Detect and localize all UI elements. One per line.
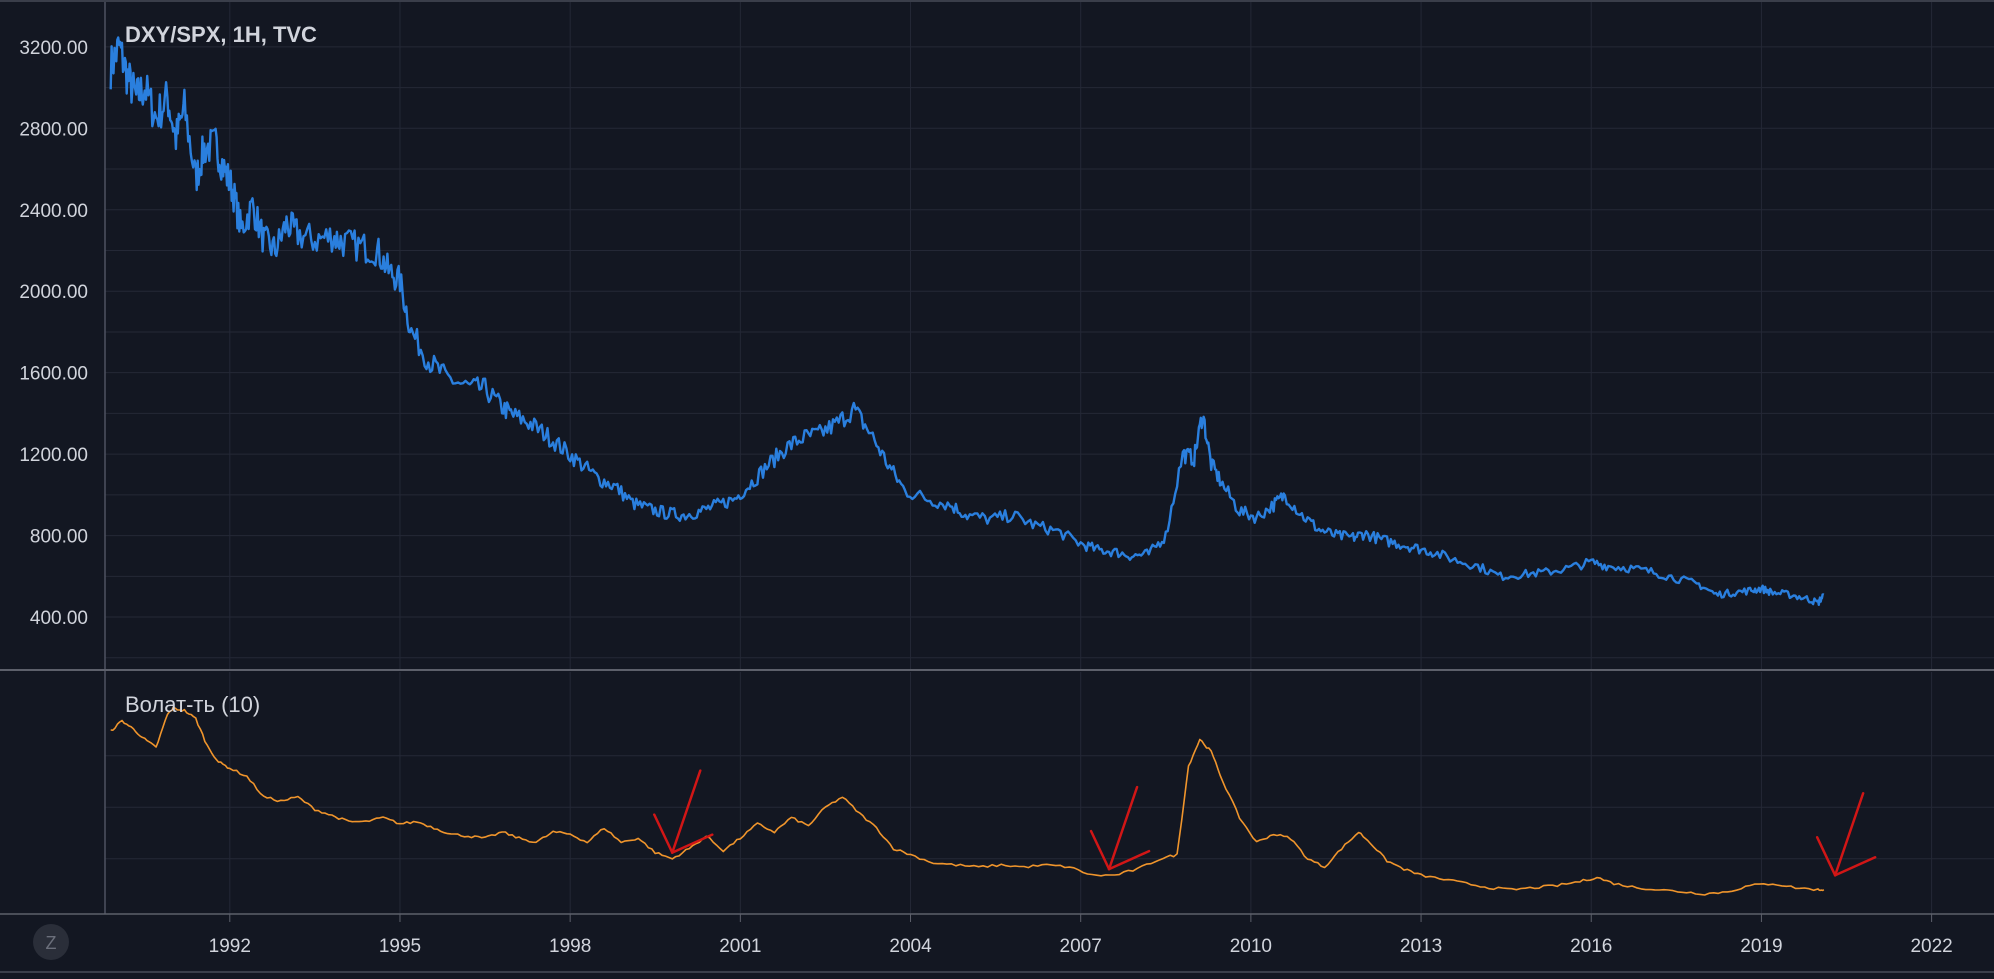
red-arrow-annotation-1[interactable] — [1089, 785, 1151, 871]
time-axis[interactable]: 1992 1995 1998 2001 2004 2007 2010 2013 2016 2019… — [209, 914, 1953, 957]
y-tick-label-5: 1200.00 — [19, 445, 88, 466]
arrow-shaft-2 — [1833, 792, 1865, 877]
y-tick-label-1: 2800.00 — [19, 119, 88, 140]
x-tick-label-5: 2007 — [1060, 936, 1102, 957]
y-tick-label-4: 1600.00 — [19, 364, 88, 385]
x-tick-label-4: 2004 — [889, 936, 932, 957]
arrow-head-left-2 — [1815, 836, 1837, 877]
main-grid — [105, 0, 1994, 670]
zoom-button-label: Z — [46, 933, 57, 953]
indicator-title[interactable]: Волат-ть (10) — [125, 692, 260, 717]
y-tick-label-6: 800.00 — [30, 527, 88, 548]
x-tick-label-10: 2022 — [1910, 936, 1952, 957]
arrow-head-left-0 — [653, 813, 674, 854]
y-tick-label-2: 2400.00 — [19, 201, 88, 222]
price-axis[interactable]: 3200.00 2800.00 2400.00 2000.00 1600.00 1200.… — [19, 38, 88, 629]
main-plot — [109, 36, 1825, 606]
arrow-head-right-1 — [1107, 849, 1151, 871]
arrow-shaft-0 — [671, 769, 702, 854]
x-tick-label-6: 2010 — [1230, 936, 1272, 957]
red-arrow-annotation-0[interactable] — [653, 769, 714, 854]
arrow-head-right-2 — [1833, 856, 1877, 877]
y-tick-label-0: 3200.00 — [19, 38, 88, 59]
zoom-button-circle[interactable] — [33, 924, 69, 960]
price-series-line[interactable] — [109, 36, 1825, 606]
x-tick-label-2: 1998 — [549, 936, 591, 957]
red-arrow-annotation-2[interactable] — [1815, 792, 1877, 877]
zoom-button[interactable]: Z — [33, 924, 69, 960]
y-tick-label-7: 400.00 — [30, 608, 88, 629]
x-tick-label-3: 2001 — [719, 936, 761, 957]
x-tick-label-7: 2013 — [1400, 936, 1442, 957]
x-tick-label-1: 1995 — [379, 936, 421, 957]
arrow-head-right-0 — [671, 833, 714, 854]
arrow-shaft-1 — [1107, 785, 1139, 871]
x-tick-label-0: 1992 — [209, 936, 251, 957]
x-tick-label-8: 2016 — [1570, 936, 1612, 957]
arrow-head-left-1 — [1089, 829, 1111, 871]
volatility-series-line[interactable] — [110, 706, 1825, 896]
indicator-grid — [105, 672, 1994, 914]
x-tick-label-9: 2019 — [1740, 936, 1782, 957]
indicator-plot — [110, 706, 1877, 896]
y-tick-label-3: 2000.00 — [19, 282, 88, 303]
symbol-title[interactable]: DXY/SPX, 1H, TVC — [125, 22, 317, 47]
